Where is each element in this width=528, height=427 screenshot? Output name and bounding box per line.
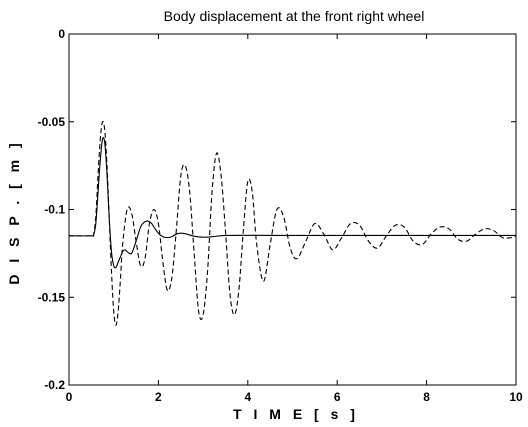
x-tick-label: 0: [66, 390, 73, 404]
x-tick-label: 8: [423, 390, 430, 404]
x-tick-label: 4: [244, 390, 251, 404]
x-tick-label: 2: [155, 390, 162, 404]
series-layer: [68, 120, 517, 326]
plot-area: [68, 33, 517, 386]
axis-ticks: [68, 33, 517, 386]
y-tick-label: 0: [58, 27, 65, 41]
y-tick-labels: 0 -0.05 -0.1 -0.15 -0.2: [38, 27, 66, 392]
y-tick-label: -0.2: [44, 378, 65, 392]
x-axis-label: T I M E [ s ]: [233, 406, 359, 422]
y-tick-label: -0.05: [38, 115, 66, 129]
x-tick-label: 6: [334, 390, 341, 404]
y-tick-label: -0.1: [44, 203, 65, 217]
dashed-series-line: [68, 120, 517, 326]
y-axis-label: D I S P . [ m ]: [6, 139, 22, 284]
y-tick-label: -0.15: [38, 290, 66, 304]
chart-title: Body displacement at the front right whe…: [164, 8, 425, 24]
x-tick-label: 10: [509, 390, 523, 404]
solid-series-line: [68, 137, 516, 269]
x-tick-labels: 0 2 4 6 8 10: [66, 390, 523, 404]
